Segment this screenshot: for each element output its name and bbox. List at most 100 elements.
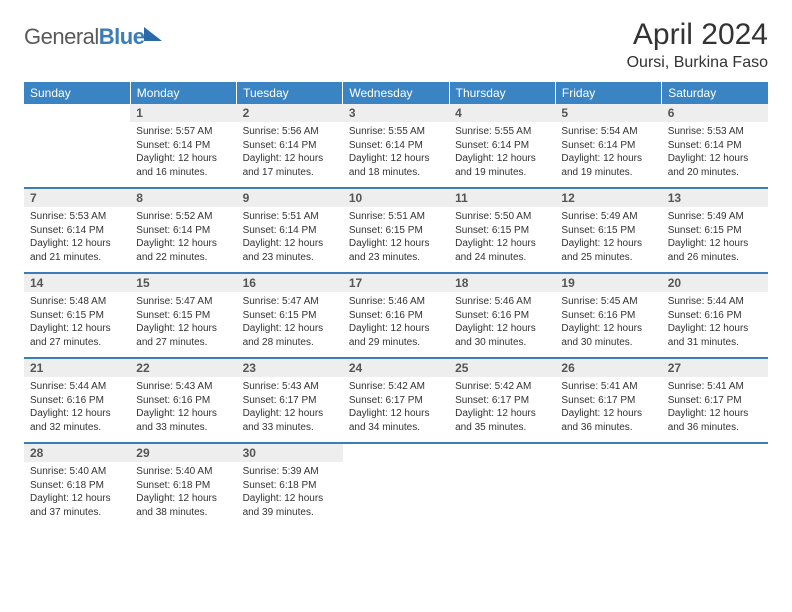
daylight-text: Daylight: 12 hours and 19 minutes. [455, 152, 549, 179]
sunrise-text: Sunrise: 5:42 AM [349, 380, 443, 394]
day-cell: 21Sunrise: 5:44 AMSunset: 6:16 PMDayligh… [24, 358, 130, 443]
day-number: 14 [24, 274, 130, 292]
sunset-text: Sunset: 6:14 PM [243, 139, 337, 153]
day-number: 22 [130, 359, 236, 377]
sunset-text: Sunset: 6:18 PM [136, 479, 230, 493]
day-cell: 17Sunrise: 5:46 AMSunset: 6:16 PMDayligh… [343, 273, 449, 358]
sunset-text: Sunset: 6:14 PM [455, 139, 549, 153]
day-number: 2 [237, 104, 343, 122]
sunset-text: Sunset: 6:15 PM [243, 309, 337, 323]
calendar-body: 1Sunrise: 5:57 AMSunset: 6:14 PMDaylight… [24, 104, 768, 527]
day-number: 30 [237, 444, 343, 462]
daylight-text: Daylight: 12 hours and 20 minutes. [668, 152, 762, 179]
day-cell [343, 443, 449, 527]
day-cell [662, 443, 768, 527]
sunset-text: Sunset: 6:14 PM [561, 139, 655, 153]
day-cell: 26Sunrise: 5:41 AMSunset: 6:17 PMDayligh… [555, 358, 661, 443]
sunrise-text: Sunrise: 5:53 AM [668, 125, 762, 139]
day-cell: 1Sunrise: 5:57 AMSunset: 6:14 PMDaylight… [130, 104, 236, 188]
sunrise-text: Sunrise: 5:44 AM [30, 380, 124, 394]
day-body: Sunrise: 5:51 AMSunset: 6:14 PMDaylight:… [237, 207, 343, 272]
day-cell: 30Sunrise: 5:39 AMSunset: 6:18 PMDayligh… [237, 443, 343, 527]
daylight-text: Daylight: 12 hours and 23 minutes. [349, 237, 443, 264]
day-number: 10 [343, 189, 449, 207]
sunset-text: Sunset: 6:14 PM [136, 139, 230, 153]
sunrise-text: Sunrise: 5:56 AM [243, 125, 337, 139]
day-header: Monday [130, 82, 236, 104]
day-number: 26 [555, 359, 661, 377]
day-cell: 15Sunrise: 5:47 AMSunset: 6:15 PMDayligh… [130, 273, 236, 358]
sunrise-text: Sunrise: 5:44 AM [668, 295, 762, 309]
week-row: 21Sunrise: 5:44 AMSunset: 6:16 PMDayligh… [24, 358, 768, 443]
day-number: 1 [130, 104, 236, 122]
sunrise-text: Sunrise: 5:49 AM [668, 210, 762, 224]
sunrise-text: Sunrise: 5:55 AM [455, 125, 549, 139]
day-body: Sunrise: 5:46 AMSunset: 6:16 PMDaylight:… [343, 292, 449, 357]
sunrise-text: Sunrise: 5:46 AM [349, 295, 443, 309]
day-body: Sunrise: 5:53 AMSunset: 6:14 PMDaylight:… [662, 122, 768, 187]
sunset-text: Sunset: 6:15 PM [455, 224, 549, 238]
day-number: 11 [449, 189, 555, 207]
logo-text: GeneralBlue [24, 24, 144, 50]
sunrise-text: Sunrise: 5:43 AM [243, 380, 337, 394]
sunrise-text: Sunrise: 5:40 AM [136, 465, 230, 479]
sunset-text: Sunset: 6:14 PM [136, 224, 230, 238]
week-row: 28Sunrise: 5:40 AMSunset: 6:18 PMDayligh… [24, 443, 768, 527]
day-cell: 11Sunrise: 5:50 AMSunset: 6:15 PMDayligh… [449, 188, 555, 273]
day-cell: 24Sunrise: 5:42 AMSunset: 6:17 PMDayligh… [343, 358, 449, 443]
daylight-text: Daylight: 12 hours and 35 minutes. [455, 407, 549, 434]
sunset-text: Sunset: 6:16 PM [455, 309, 549, 323]
day-cell: 18Sunrise: 5:46 AMSunset: 6:16 PMDayligh… [449, 273, 555, 358]
month-title: April 2024 [627, 18, 768, 52]
calendar-page: GeneralBlue April 2024 Oursi, Burkina Fa… [0, 0, 792, 545]
day-body: Sunrise: 5:47 AMSunset: 6:15 PMDaylight:… [130, 292, 236, 357]
daylight-text: Daylight: 12 hours and 17 minutes. [243, 152, 337, 179]
day-body: Sunrise: 5:40 AMSunset: 6:18 PMDaylight:… [130, 462, 236, 527]
day-cell: 8Sunrise: 5:52 AMSunset: 6:14 PMDaylight… [130, 188, 236, 273]
day-body: Sunrise: 5:54 AMSunset: 6:14 PMDaylight:… [555, 122, 661, 187]
daylight-text: Daylight: 12 hours and 31 minutes. [668, 322, 762, 349]
sunrise-text: Sunrise: 5:53 AM [30, 210, 124, 224]
day-body: Sunrise: 5:41 AMSunset: 6:17 PMDaylight:… [555, 377, 661, 442]
day-cell: 12Sunrise: 5:49 AMSunset: 6:15 PMDayligh… [555, 188, 661, 273]
day-header-row: Sunday Monday Tuesday Wednesday Thursday… [24, 82, 768, 104]
day-cell: 7Sunrise: 5:53 AMSunset: 6:14 PMDaylight… [24, 188, 130, 273]
day-header: Sunday [24, 82, 130, 104]
sunrise-text: Sunrise: 5:47 AM [243, 295, 337, 309]
day-cell: 27Sunrise: 5:41 AMSunset: 6:17 PMDayligh… [662, 358, 768, 443]
day-header: Tuesday [237, 82, 343, 104]
day-cell: 4Sunrise: 5:55 AMSunset: 6:14 PMDaylight… [449, 104, 555, 188]
day-cell: 10Sunrise: 5:51 AMSunset: 6:15 PMDayligh… [343, 188, 449, 273]
daylight-text: Daylight: 12 hours and 19 minutes. [561, 152, 655, 179]
day-number: 17 [343, 274, 449, 292]
day-body: Sunrise: 5:55 AMSunset: 6:14 PMDaylight:… [343, 122, 449, 187]
sunset-text: Sunset: 6:17 PM [561, 394, 655, 408]
sunrise-text: Sunrise: 5:45 AM [561, 295, 655, 309]
logo: GeneralBlue [24, 24, 162, 50]
day-body: Sunrise: 5:44 AMSunset: 6:16 PMDaylight:… [24, 377, 130, 442]
sunset-text: Sunset: 6:14 PM [30, 224, 124, 238]
sunrise-text: Sunrise: 5:51 AM [243, 210, 337, 224]
daylight-text: Daylight: 12 hours and 18 minutes. [349, 152, 443, 179]
daylight-text: Daylight: 12 hours and 27 minutes. [136, 322, 230, 349]
day-body: Sunrise: 5:57 AMSunset: 6:14 PMDaylight:… [130, 122, 236, 187]
day-number: 8 [130, 189, 236, 207]
daylight-text: Daylight: 12 hours and 36 minutes. [668, 407, 762, 434]
daylight-text: Daylight: 12 hours and 16 minutes. [136, 152, 230, 179]
daylight-text: Daylight: 12 hours and 23 minutes. [243, 237, 337, 264]
day-body: Sunrise: 5:53 AMSunset: 6:14 PMDaylight:… [24, 207, 130, 272]
day-body: Sunrise: 5:42 AMSunset: 6:17 PMDaylight:… [449, 377, 555, 442]
title-block: April 2024 Oursi, Burkina Faso [627, 18, 768, 72]
sunset-text: Sunset: 6:16 PM [136, 394, 230, 408]
daylight-text: Daylight: 12 hours and 37 minutes. [30, 492, 124, 519]
day-header: Wednesday [343, 82, 449, 104]
day-cell: 19Sunrise: 5:45 AMSunset: 6:16 PMDayligh… [555, 273, 661, 358]
day-body: Sunrise: 5:50 AMSunset: 6:15 PMDaylight:… [449, 207, 555, 272]
day-body: Sunrise: 5:45 AMSunset: 6:16 PMDaylight:… [555, 292, 661, 357]
sunset-text: Sunset: 6:15 PM [30, 309, 124, 323]
daylight-text: Daylight: 12 hours and 33 minutes. [136, 407, 230, 434]
day-number: 20 [662, 274, 768, 292]
week-row: 14Sunrise: 5:48 AMSunset: 6:15 PMDayligh… [24, 273, 768, 358]
day-cell: 16Sunrise: 5:47 AMSunset: 6:15 PMDayligh… [237, 273, 343, 358]
sunrise-text: Sunrise: 5:46 AM [455, 295, 549, 309]
